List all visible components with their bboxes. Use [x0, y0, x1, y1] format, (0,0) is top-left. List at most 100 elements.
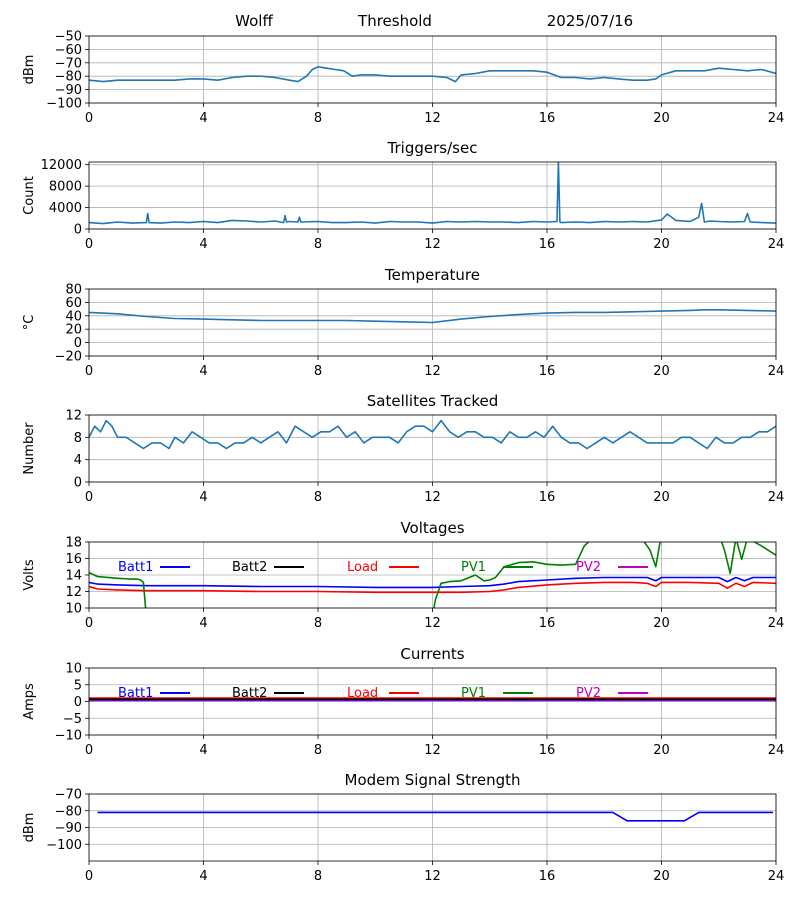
y-tick-label: −20 [55, 350, 82, 365]
chart-title: Currents [400, 645, 464, 663]
y-tick-label: −80 [55, 70, 82, 85]
x-tick-label: 0 [85, 237, 93, 252]
header-station: Wolff [235, 12, 273, 30]
x-tick-label: 20 [653, 364, 670, 379]
y-tick-label: −50 [55, 30, 82, 45]
x-tick-label: 12 [424, 237, 441, 252]
y-axis-label: dBm [22, 813, 37, 843]
y-tick-label: 12 [65, 585, 82, 600]
chart-panel-1: 0 4 8 12 16 20 24 0 4000 8000 12000 Count Triggers/s… [22, 139, 784, 252]
x-tick-label: 0 [85, 111, 93, 126]
legend-label-batt1: Batt1 [118, 686, 153, 701]
x-tick-label: 12 [424, 616, 441, 631]
x-tick-label: 20 [653, 616, 670, 631]
x-tick-label: 16 [539, 364, 556, 379]
x-tick-label: 16 [539, 743, 556, 758]
chart-panel-3: 0 4 8 12 16 20 24 0 4 8 12 Number Satellites Tracked [22, 392, 784, 505]
series-line [89, 419, 776, 450]
x-tick-label: 24 [768, 364, 785, 379]
x-tick-label: 0 [85, 364, 93, 379]
legend-label-load: Load [347, 560, 378, 575]
y-axis-label: Number [22, 422, 37, 475]
x-tick-label: 24 [768, 111, 785, 126]
y-tick-label: 5 [74, 678, 82, 693]
chart-title: Voltages [400, 519, 464, 537]
y-tick-label: 8000 [49, 180, 82, 195]
x-tick-label: 16 [539, 111, 556, 126]
series-line [89, 308, 776, 324]
legend-label-pv1: PV1 [461, 560, 486, 575]
legend-label-load: Load [347, 686, 378, 701]
x-tick-label: 24 [768, 490, 785, 505]
y-tick-label: 8 [74, 431, 82, 446]
x-tick-label: 4 [199, 616, 207, 631]
y-tick-label: 60 [65, 296, 82, 311]
x-tick-label: 12 [424, 364, 441, 379]
y-axis-label: °C [22, 315, 37, 331]
y-tick-label: −60 [55, 43, 82, 58]
y-axis-label: Volts [22, 559, 37, 591]
x-tick-label: 4 [199, 869, 207, 884]
y-tick-label: −100 [46, 838, 82, 853]
x-tick-label: 20 [653, 743, 670, 758]
x-tick-label: 16 [539, 869, 556, 884]
series-line [97, 811, 774, 822]
x-tick-label: 16 [539, 616, 556, 631]
y-tick-label: 40 [65, 309, 82, 324]
x-tick-label: 20 [653, 869, 670, 884]
x-tick-label: 4 [199, 237, 207, 252]
x-tick-label: 8 [314, 237, 322, 252]
y-tick-label: −10 [55, 729, 82, 744]
x-tick-label: 12 [424, 869, 441, 884]
y-tick-label: 12 [65, 409, 82, 424]
y-tick-label: 0 [74, 223, 82, 238]
x-tick-label: 16 [539, 490, 556, 505]
legend-label-batt2: Batt2 [232, 560, 267, 575]
chart-title: Modem Signal Strength [345, 771, 521, 789]
x-tick-label: 20 [653, 237, 670, 252]
x-tick-label: 20 [653, 111, 670, 126]
y-tick-label: 0 [74, 336, 82, 351]
y-tick-label: −90 [55, 83, 82, 98]
y-tick-label: −100 [46, 97, 82, 112]
series-line-load [89, 581, 776, 594]
y-tick-label: 10 [65, 602, 82, 617]
chart-panel-6: 0 4 8 12 16 20 24 −100 −90 −80−70 dBm Modem Signal … [22, 771, 784, 884]
x-tick-label: 0 [85, 490, 93, 505]
x-tick-label: 4 [199, 364, 207, 379]
x-tick-label: 24 [768, 616, 785, 631]
series-line [89, 162, 776, 225]
legend-label-batt2: Batt2 [232, 686, 267, 701]
y-tick-label: 4000 [49, 201, 82, 216]
x-tick-label: 8 [314, 616, 322, 631]
x-tick-label: 12 [424, 743, 441, 758]
legend-label-pv1: PV1 [461, 686, 486, 701]
x-tick-label: 24 [768, 743, 785, 758]
y-tick-label: −70 [55, 788, 82, 803]
x-tick-label: 12 [424, 490, 441, 505]
x-tick-label: 12 [424, 111, 441, 126]
x-tick-label: 20 [653, 490, 670, 505]
x-tick-label: 16 [539, 237, 556, 252]
y-tick-label: 4 [74, 453, 82, 468]
x-tick-label: 8 [314, 490, 322, 505]
y-axis-label: dBm [22, 55, 37, 85]
y-tick-label: 80 [65, 283, 82, 298]
x-tick-label: 4 [199, 111, 207, 126]
x-tick-label: 4 [199, 743, 207, 758]
header-date: 2025/07/16 [547, 12, 633, 30]
x-tick-label: 8 [314, 364, 322, 379]
y-tick-label: 12000 [41, 158, 82, 173]
y-tick-label: −70 [55, 56, 82, 71]
legend-label-pv2: PV2 [576, 560, 601, 575]
x-tick-label: 8 [314, 111, 322, 126]
x-tick-label: 0 [85, 616, 93, 631]
legend-label-pv2: PV2 [576, 686, 601, 701]
y-tick-label: −90 [55, 821, 82, 836]
y-tick-label: 0 [74, 476, 82, 491]
series-line-batt1 [89, 576, 776, 589]
y-tick-label: 10 [65, 662, 82, 677]
